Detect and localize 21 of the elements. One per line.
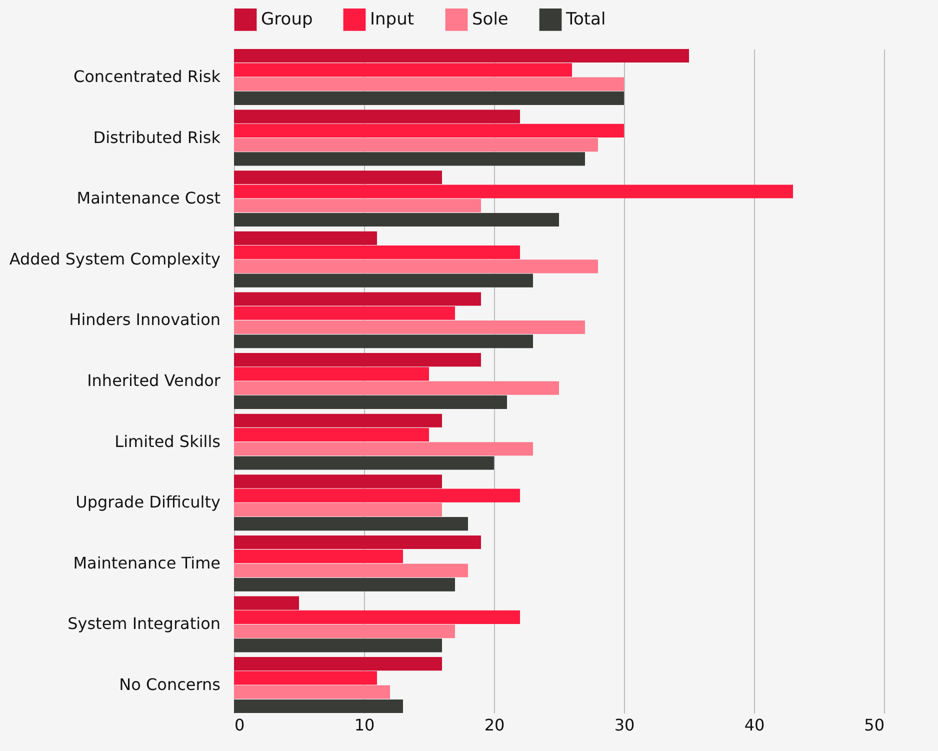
y-tick-label: Maintenance Time (73, 553, 220, 572)
x-tick-label: 10 (354, 716, 375, 734)
x-tick-label: 20 (484, 716, 505, 734)
y-tick-label: Distributed Risk (93, 128, 222, 147)
y-tick-label: Concentrated Risk (73, 66, 222, 86)
y-tick-label: Inherited Vendor (87, 371, 221, 390)
legend-label: Sole (472, 10, 508, 30)
y-tick-label: Hinders Innovation (69, 310, 220, 330)
y-tick-label: System Integration (68, 614, 220, 634)
legend-label: Group (261, 10, 313, 30)
y-tick-label: Added System Complexity (9, 249, 220, 268)
x-tick-label: 0 (234, 716, 245, 734)
legend-label: Input (370, 10, 414, 30)
x-tick-label: 40 (744, 716, 765, 734)
x-tick-label: 50 (864, 716, 884, 734)
x-tick-label: 30 (614, 716, 635, 734)
y-tick-label: Upgrade Difficulty (76, 492, 220, 512)
y-tick-label: No Concerns (119, 675, 220, 694)
y-tick-label: Limited Skills (114, 432, 220, 451)
legend-label: Total (565, 10, 606, 30)
y-tick-label: Maintenance Cost (76, 188, 220, 208)
